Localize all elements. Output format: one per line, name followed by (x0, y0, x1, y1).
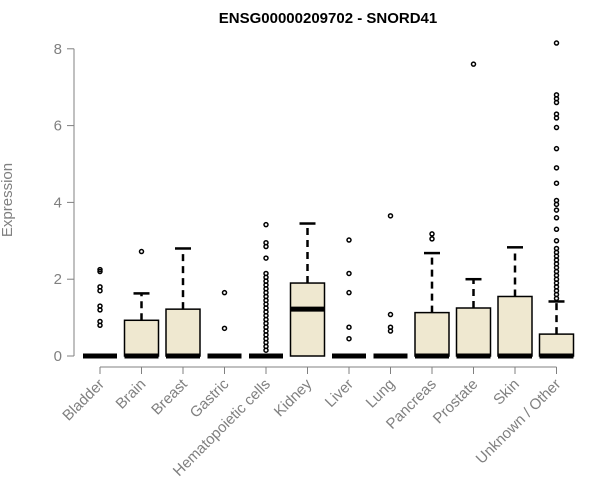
outlier-point (553, 207, 560, 213)
outlier-point (429, 231, 435, 237)
x-tick-label: Liver (322, 376, 357, 411)
outlier-point (346, 237, 352, 243)
x-tick-label: Kidney (271, 375, 316, 420)
chart-title: ENSG00000209702 - SNORD41 (219, 10, 437, 27)
box-series (83, 40, 575, 359)
outlier-point (553, 197, 560, 204)
outlier-point (553, 40, 560, 46)
box-hematopoietic-cells (249, 221, 283, 359)
box-bladder (83, 266, 117, 359)
x-tick-label: Breast (148, 375, 191, 418)
box-kidney (289, 222, 326, 357)
box-prostate (455, 61, 492, 359)
box-lung (373, 213, 408, 359)
outlier-point (553, 92, 560, 98)
outlier-point (553, 180, 560, 186)
box-gastric (207, 289, 242, 359)
outlier-point (346, 289, 352, 296)
outlier-point (553, 215, 560, 221)
box-iqr (538, 333, 575, 357)
outlier-point (97, 303, 103, 309)
outlier-point (221, 325, 228, 332)
outlier-point (553, 245, 560, 252)
outlier-point (346, 270, 352, 277)
outlier-point (553, 124, 560, 131)
box-iqr (455, 307, 492, 357)
outlier-point (138, 248, 145, 255)
box-liver (332, 237, 366, 359)
outlier-point (553, 111, 560, 117)
outlier-point (97, 268, 103, 275)
x-tick-label: Lung (363, 376, 399, 412)
outlier-point (553, 238, 560, 244)
x-tick-label: Skin (490, 376, 523, 409)
x-tick-label: Bladder (59, 376, 108, 425)
outlier-point (387, 213, 394, 219)
outlier-point (97, 318, 103, 325)
box-brain (123, 248, 160, 359)
y-axis-label: Expression (0, 163, 16, 237)
box-iqr (414, 311, 450, 357)
y-axis: 0 2 4 6 8 (54, 41, 75, 365)
outlier-point (346, 324, 352, 330)
outlier-point (346, 335, 352, 342)
y-tick-label: 6 (54, 118, 62, 135)
outlier-point (429, 236, 435, 242)
y-tick-label: 2 (54, 271, 62, 288)
x-tick-label: Brain (113, 376, 150, 413)
box-iqr (289, 282, 326, 357)
box-pancreas (414, 231, 450, 359)
outlier-point (553, 226, 560, 233)
outlier-point (263, 270, 269, 277)
box-breast (165, 247, 201, 359)
outlier-point (97, 266, 103, 273)
y-tick-label: 4 (54, 194, 62, 211)
outlier-point (387, 311, 394, 318)
y-tick-label: 8 (54, 41, 62, 58)
box-iqr (497, 295, 533, 357)
outlier-point (470, 61, 477, 67)
box-unknown-other (538, 40, 575, 359)
box-skin (497, 246, 533, 359)
outlier-point (221, 289, 228, 296)
box-iqr (165, 308, 201, 357)
outlier-point (263, 239, 269, 246)
x-tick-label: Prostate (430, 376, 482, 428)
outlier-point (553, 145, 560, 152)
outlier-point (553, 165, 560, 171)
outlier-point (97, 284, 103, 290)
outlier-point (263, 221, 269, 228)
box-iqr (123, 319, 160, 357)
outlier-point (263, 255, 269, 261)
outlier-point (387, 324, 394, 330)
y-tick-label: 0 (54, 348, 62, 365)
